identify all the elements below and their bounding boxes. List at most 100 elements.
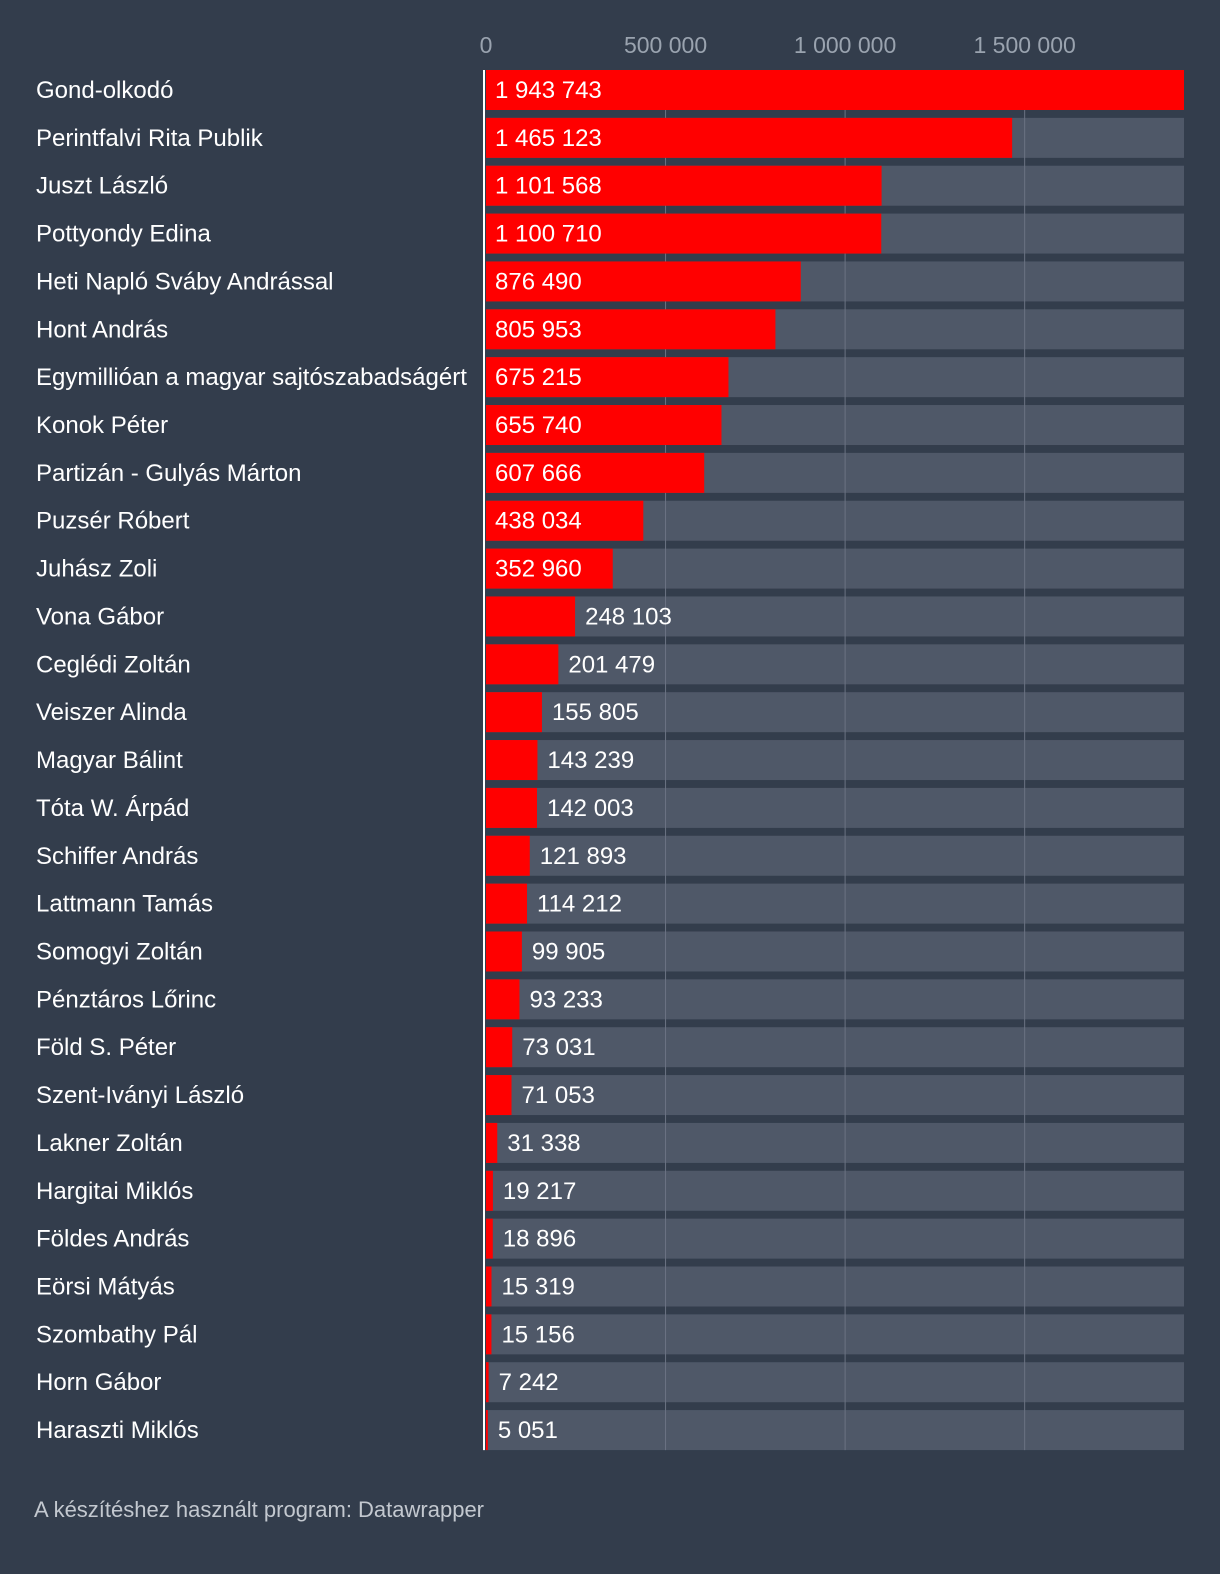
x-tick-label: 0 [480, 32, 493, 58]
category-label: Eörsi Mátyás [36, 1274, 175, 1301]
value-label: 18 896 [503, 1226, 576, 1253]
value-label: 19 217 [503, 1178, 576, 1205]
value-label: 15 319 [502, 1274, 575, 1301]
bar-track [486, 1218, 1184, 1259]
category-label: Hont András [36, 316, 168, 343]
bar [486, 165, 882, 206]
category-label: Juhász Zoli [36, 556, 157, 583]
bar [486, 883, 528, 924]
bar-track [486, 1122, 1184, 1163]
value-label: 121 893 [540, 843, 627, 870]
bar [486, 1266, 492, 1307]
bar [486, 213, 882, 254]
value-label: 143 239 [547, 747, 634, 774]
value-label: 352 960 [495, 556, 582, 583]
bar-track [486, 1027, 1184, 1068]
bar [486, 548, 613, 589]
value-label: 438 034 [495, 508, 582, 535]
category-label: Gond-olkodó [36, 77, 173, 104]
category-label: Vona Gábor [36, 603, 164, 630]
bar [486, 70, 1184, 110]
bar-track [486, 1410, 1184, 1451]
bar [486, 1075, 512, 1116]
category-label: Tóta W. Árpád [36, 795, 189, 822]
value-label: 71 053 [522, 1082, 595, 1109]
value-label: 201 479 [568, 651, 655, 678]
category-label: Földes András [36, 1226, 189, 1253]
category-label: Juszt László [36, 173, 168, 200]
value-label: 1 100 710 [495, 221, 602, 248]
value-label: 142 003 [547, 795, 634, 822]
bar [486, 405, 722, 446]
category-label: Pénztáros Lőrinc [36, 986, 216, 1013]
category-label: Perintfalvi Rita Publik [36, 125, 264, 152]
bar-track [486, 1314, 1184, 1355]
x-axis-ticks: 0 500 000 1 000 000 1 500 000 [480, 32, 1076, 58]
bar [486, 452, 705, 493]
value-label: 31 338 [507, 1130, 580, 1157]
x-tick-label: 500 000 [624, 32, 707, 58]
bar-track [486, 692, 1184, 733]
value-label: 1 943 743 [495, 77, 602, 104]
bar [486, 1170, 493, 1211]
category-label: Szombathy Pál [36, 1321, 197, 1348]
bars [486, 70, 1184, 1451]
bar [486, 979, 520, 1020]
bar-track [486, 835, 1184, 876]
category-label: Veiszer Alinda [36, 699, 187, 726]
value-label: 675 215 [495, 364, 582, 391]
value-label: 805 953 [495, 316, 582, 343]
bar-track [486, 1170, 1184, 1211]
value-label: 93 233 [529, 986, 602, 1013]
bar [486, 1027, 513, 1068]
bar-track [486, 883, 1184, 924]
category-label: Somogyi Zoltán [36, 938, 203, 965]
bar [486, 500, 644, 541]
value-label: 655 740 [495, 412, 582, 439]
bar-track [486, 1075, 1184, 1116]
value-label: 155 805 [552, 699, 639, 726]
bar [486, 787, 537, 828]
x-tick-label: 1 500 000 [973, 32, 1075, 58]
category-label: Konok Péter [36, 412, 168, 439]
bar [486, 1410, 488, 1451]
footer-credit: A készítéshez használt program: Datawrap… [34, 1497, 485, 1522]
value-label: 607 666 [495, 460, 582, 487]
bar-track [486, 931, 1184, 972]
category-label: Schiffer András [36, 843, 198, 870]
value-label: 876 490 [495, 268, 582, 295]
category-label: Haraszti Miklós [36, 1417, 199, 1444]
category-label: Horn Gábor [36, 1369, 161, 1396]
bar [486, 835, 530, 876]
bar [486, 692, 542, 733]
category-labels: Gond-olkodó Perintfalvi Rita Publik Juszt … [36, 77, 467, 1444]
value-label: 1 101 568 [495, 173, 602, 200]
value-label: 248 103 [585, 603, 672, 630]
bar [486, 596, 576, 637]
bar [486, 931, 522, 972]
category-label: Föld S. Péter [36, 1034, 176, 1061]
value-label: 1 465 123 [495, 125, 602, 152]
bar [486, 740, 538, 781]
category-label: Magyar Bálint [36, 747, 183, 774]
bar [486, 1218, 493, 1259]
category-label: Szent-Iványi László [36, 1082, 244, 1109]
value-labels: 1 943 743 1 465 123 1 101 568 1 100 710 876 … [495, 77, 672, 1444]
bar [486, 1122, 498, 1163]
bar-chart: 0 500 000 1 000 000 1 500 000 Gond-olkodó Pe… [36, 32, 1184, 1451]
category-label: Lakner Zoltán [36, 1130, 183, 1157]
category-label: Lattmann Tamás [36, 891, 213, 918]
value-label: 99 905 [532, 938, 605, 965]
bar [486, 644, 559, 685]
category-label: Ceglédi Zoltán [36, 651, 191, 678]
bar-track [486, 596, 1184, 637]
value-label: 5 051 [498, 1417, 558, 1444]
category-label: Partizán - Gulyás Márton [36, 460, 301, 487]
bar [486, 261, 801, 302]
bar-track [486, 787, 1184, 828]
value-label: 15 156 [501, 1321, 574, 1348]
bar-track [486, 979, 1184, 1020]
bar [486, 1362, 489, 1403]
bar-track [486, 644, 1184, 685]
value-label: 114 212 [537, 891, 622, 918]
